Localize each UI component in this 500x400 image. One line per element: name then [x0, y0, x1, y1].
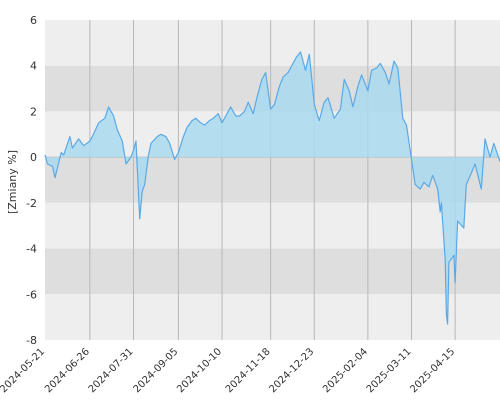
x-tick-label: 2024-10-10 [175, 346, 224, 395]
background-band [45, 248, 500, 295]
x-tick-label: 2024-11-18 [224, 346, 273, 395]
series-area [45, 52, 500, 324]
y-tick-label: 6 [30, 14, 37, 27]
y-tick-label: -6 [26, 288, 37, 301]
x-tick-label: 2024-12-23 [268, 346, 317, 395]
x-tick-label: 2025-03-11 [365, 346, 414, 395]
y-tick-label: 4 [30, 60, 37, 73]
y-tick-label: -2 [26, 197, 37, 210]
background-band [45, 20, 500, 66]
y-tick-label: 0 [30, 151, 37, 164]
x-tick-label: 2024-07-31 [87, 346, 136, 395]
background-band [45, 65, 500, 112]
y-axis-ticks: 6 4 2 0 -2 -4 -6 -8 [26, 14, 37, 347]
x-tick-label: 2025-04-15 [408, 346, 457, 395]
x-tick-label: 2024-06-26 [43, 346, 92, 395]
x-tick-label: 2025-02-04 [321, 346, 370, 395]
background-band [45, 202, 500, 249]
x-axis-ticks: 2024-05-212024-06-262024-07-312024-09-05… [0, 346, 457, 395]
background-band [45, 294, 500, 340]
y-axis-title: [Zmiany %] [6, 150, 19, 214]
x-tick-label: 2024-05-21 [0, 346, 47, 395]
area-series [44, 51, 500, 325]
y-tick-label: -8 [26, 334, 37, 347]
series-line [44, 51, 500, 325]
x-tick-label: 2024-09-05 [132, 346, 181, 395]
y-tick-label: -4 [26, 243, 37, 256]
y-tick-label: 2 [30, 105, 37, 118]
